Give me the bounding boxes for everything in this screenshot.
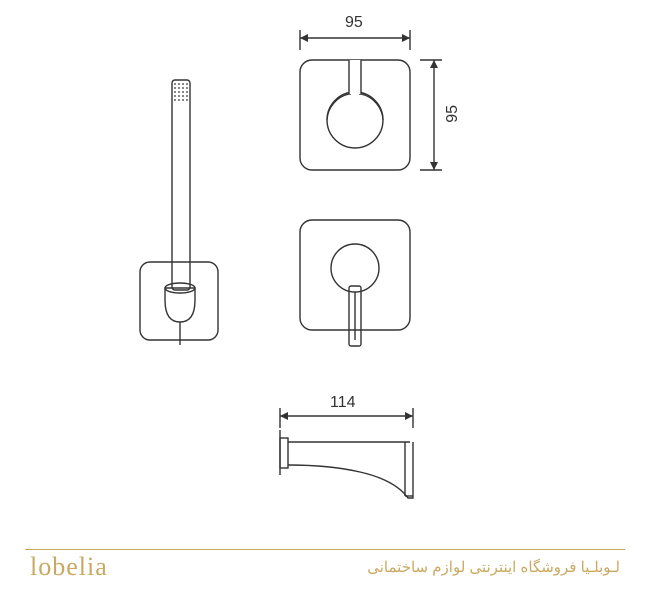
footer: lobelia لـوبلـیا فروشگاه اینترنتی لوازم … (0, 544, 650, 600)
dim-side-height (420, 60, 442, 170)
spout (280, 430, 413, 498)
brand-logo: lobelia (30, 552, 108, 582)
dim-top-width (300, 30, 410, 50)
dim-label-top: 95 (345, 14, 363, 32)
diagram-svg (0, 0, 650, 600)
shower-wand (140, 80, 218, 345)
brand-tagline: لـوبلـیا فروشگاه اینترنتی لوازم ساختمانی (367, 558, 620, 576)
dim-label-bottom: 114 (330, 394, 356, 412)
lever-plate (300, 220, 410, 346)
technical-drawing: 95 95 114 (0, 0, 650, 600)
dim-label-side: 95 (444, 105, 462, 123)
